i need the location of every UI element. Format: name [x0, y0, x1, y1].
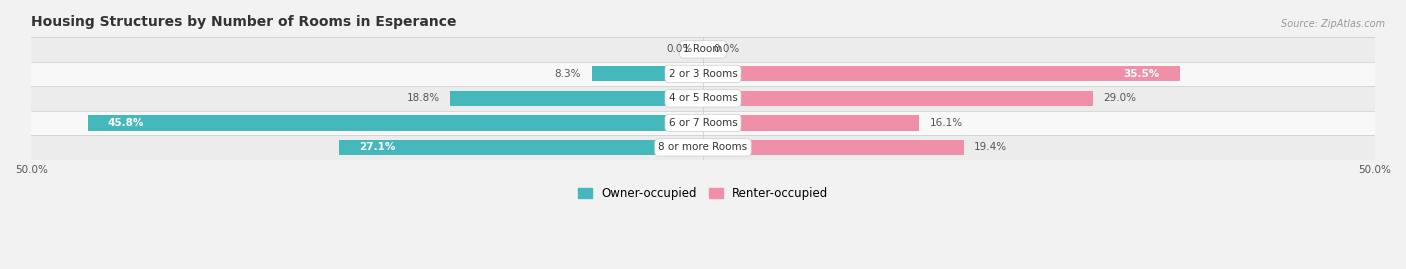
Bar: [703, 115, 920, 130]
Text: 1 Room: 1 Room: [683, 44, 723, 54]
Text: 8 or more Rooms: 8 or more Rooms: [658, 142, 748, 153]
Text: 19.4%: 19.4%: [974, 142, 1008, 153]
Text: 16.1%: 16.1%: [929, 118, 963, 128]
Text: 27.1%: 27.1%: [359, 142, 395, 153]
Bar: [31, 62, 1375, 86]
Text: Source: ZipAtlas.com: Source: ZipAtlas.com: [1281, 19, 1385, 29]
Bar: [703, 140, 963, 155]
Text: 18.8%: 18.8%: [406, 93, 440, 103]
Bar: [87, 115, 703, 130]
Text: 45.8%: 45.8%: [108, 118, 145, 128]
Bar: [339, 140, 703, 155]
Bar: [703, 66, 1180, 82]
Bar: [31, 86, 1375, 111]
Text: 29.0%: 29.0%: [1104, 93, 1136, 103]
Text: 2 or 3 Rooms: 2 or 3 Rooms: [669, 69, 737, 79]
Text: 4 or 5 Rooms: 4 or 5 Rooms: [669, 93, 737, 103]
Bar: [31, 135, 1375, 160]
Bar: [31, 37, 1375, 62]
Text: 8.3%: 8.3%: [554, 69, 581, 79]
Text: 0.0%: 0.0%: [666, 44, 692, 54]
Bar: [450, 91, 703, 106]
Text: Housing Structures by Number of Rooms in Esperance: Housing Structures by Number of Rooms in…: [31, 15, 457, 29]
Bar: [31, 111, 1375, 135]
Text: 35.5%: 35.5%: [1123, 69, 1160, 79]
Bar: [592, 66, 703, 82]
Text: 0.0%: 0.0%: [714, 44, 740, 54]
Text: 6 or 7 Rooms: 6 or 7 Rooms: [669, 118, 737, 128]
Bar: [703, 91, 1092, 106]
Legend: Owner-occupied, Renter-occupied: Owner-occupied, Renter-occupied: [578, 187, 828, 200]
